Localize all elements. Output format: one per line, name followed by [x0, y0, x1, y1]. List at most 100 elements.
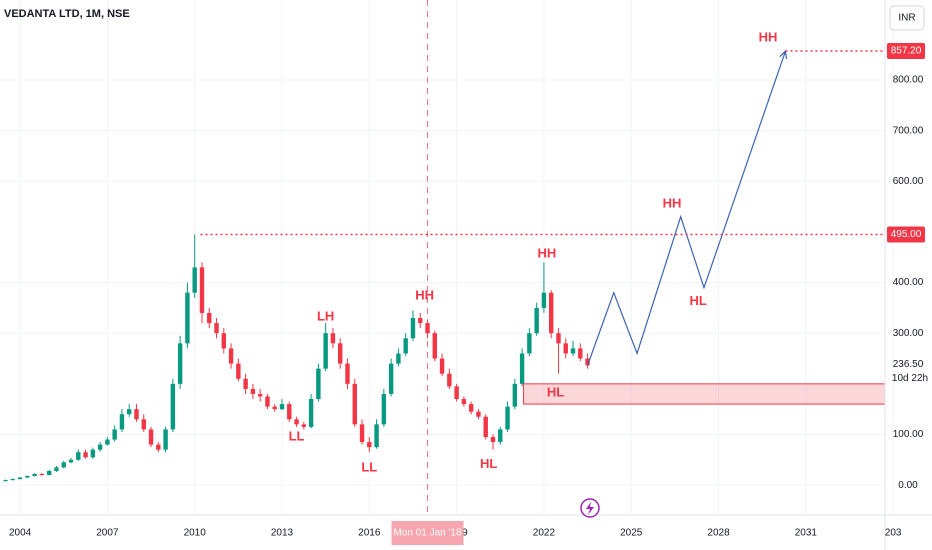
- candle-body: [32, 473, 37, 477]
- candle-body: [468, 404, 474, 412]
- candle-body: [76, 452, 81, 460]
- y-tick-label: 400.00: [893, 277, 924, 288]
- candle-body: [127, 409, 132, 415]
- candle-body: [345, 363, 350, 384]
- candle-body: [490, 437, 496, 443]
- y-tick-label: 300.00: [893, 328, 924, 339]
- x-tick-label: 2016: [358, 528, 381, 539]
- candle-body: [68, 459, 74, 463]
- annotation: HL: [689, 293, 706, 308]
- candle-body: [163, 429, 168, 450]
- x-tick-label: 203: [885, 528, 902, 539]
- countdown-label: 10d 22h: [892, 373, 928, 384]
- annotation: HH: [415, 288, 434, 303]
- candle-body: [134, 409, 139, 420]
- crosshair-label: Mon 01 Jan '18: [393, 528, 462, 539]
- candle-body: [578, 348, 583, 359]
- candle-body: [243, 378, 248, 389]
- candle-body: [192, 267, 197, 293]
- currency: INR: [898, 13, 915, 24]
- price-level-label: 495.00: [891, 229, 922, 240]
- candle-body: [403, 338, 408, 354]
- y-tick-label: 0.00: [898, 480, 918, 491]
- candle-body: [388, 363, 394, 394]
- candle-body: [250, 388, 256, 394]
- candle-body: [10, 479, 16, 481]
- candle-body: [476, 411, 481, 417]
- candle-body: [39, 473, 45, 475]
- candle-body: [374, 424, 379, 448]
- candle-body: [461, 399, 467, 405]
- candle-body: [119, 414, 125, 430]
- candle-body: [287, 404, 292, 420]
- candle-body: [505, 406, 510, 430]
- candle-body: [141, 419, 146, 430]
- candle-body: [46, 470, 52, 475]
- y-tick-label: 800.00: [893, 75, 924, 86]
- candle-body: [498, 429, 503, 443]
- candle-body: [17, 477, 23, 480]
- projection-arrow: [779, 49, 788, 60]
- candle-body: [396, 353, 401, 364]
- y-tick-label: 600.00: [893, 176, 924, 187]
- plot-area: [0, 0, 894, 515]
- candle-body: [418, 318, 423, 324]
- annotation: LL: [289, 428, 305, 443]
- candle-body: [236, 363, 241, 379]
- candle-body: [279, 404, 285, 410]
- currency-box[interactable]: [889, 5, 925, 31]
- candle-body: [105, 439, 110, 445]
- candle-body: [83, 452, 88, 458]
- crosshair-label-box: [391, 521, 464, 545]
- candle-body: [308, 399, 314, 427]
- candle-body: [534, 307, 539, 334]
- y-tick-label: 100.00: [893, 429, 924, 440]
- candle-body: [454, 386, 459, 400]
- candle-body: [316, 368, 321, 400]
- event-icon-bolt: [586, 502, 594, 515]
- x-tick-label: 2022: [533, 528, 556, 539]
- candle-body: [425, 323, 430, 334]
- candle-body: [199, 267, 205, 313]
- candle-body: [556, 333, 561, 344]
- candle-body: [170, 383, 176, 430]
- last-price-label: 236.50: [893, 359, 924, 370]
- candle-body: [447, 373, 452, 387]
- price-level-label: 857.20: [891, 46, 922, 57]
- candle-body: [228, 348, 234, 364]
- candle-body: [483, 416, 488, 438]
- candle-body: [381, 393, 387, 425]
- x-tick-label: 2028: [707, 528, 730, 539]
- candle-body: [519, 353, 525, 384]
- candle-body: [548, 292, 554, 334]
- candle-body: [148, 429, 154, 445]
- candle-body: [97, 444, 103, 450]
- candle-body: [272, 406, 277, 410]
- y-tick-label: 700.00: [893, 125, 924, 136]
- x-tick-label: 2025: [620, 528, 643, 539]
- candle-body: [330, 333, 336, 344]
- candle-body: [265, 396, 270, 407]
- candle-body: [527, 333, 532, 354]
- candle-body: [90, 449, 96, 458]
- candle-body: [3, 480, 8, 482]
- candle-body: [294, 419, 299, 425]
- x-tick-label: 2031: [795, 528, 818, 539]
- candle-body: [214, 323, 219, 334]
- candle-body: [541, 292, 547, 308]
- annotation: HH: [537, 246, 556, 261]
- candle-body: [352, 383, 357, 425]
- candle-body: [207, 312, 212, 324]
- annotation: LH: [317, 308, 334, 323]
- projection-line: [587, 50, 787, 366]
- annotation: HH: [663, 196, 682, 211]
- candle-body: [156, 444, 161, 450]
- x-tick-label: 2004: [9, 528, 32, 539]
- x-tick-label: 2010: [184, 528, 207, 539]
- candle-body: [367, 442, 372, 448]
- price-level-box: [887, 226, 925, 243]
- candle-body: [61, 462, 66, 468]
